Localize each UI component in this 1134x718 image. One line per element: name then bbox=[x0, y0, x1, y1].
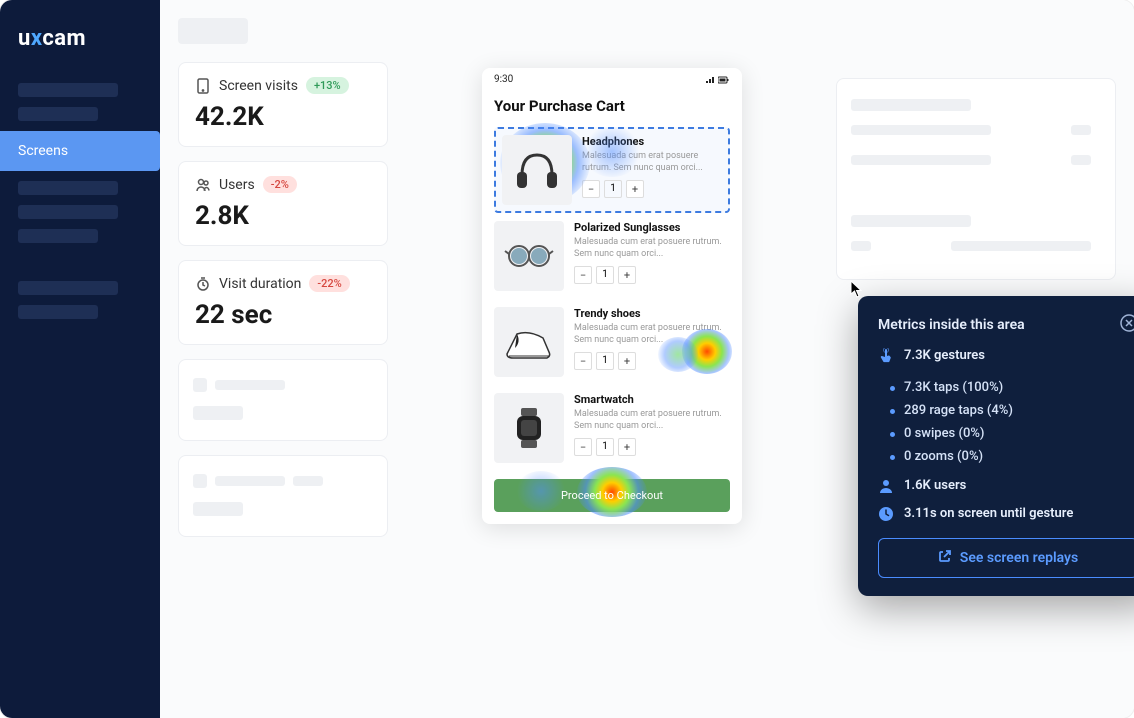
qty-value: 1 bbox=[604, 180, 622, 198]
qty-plus-button[interactable]: + bbox=[618, 352, 636, 370]
delta-badge: +13% bbox=[306, 77, 349, 94]
product-name: Polarized Sunglasses bbox=[574, 221, 730, 234]
skeleton-panel bbox=[836, 78, 1116, 280]
product-image bbox=[494, 393, 564, 463]
nav-skeleton bbox=[18, 205, 118, 219]
metric-value: 42.2K bbox=[195, 102, 371, 132]
product-name: Headphones bbox=[582, 135, 722, 148]
phone-status-icons bbox=[706, 76, 730, 84]
main-content: Screen visits +13% 42.2K Users -2% 2.8K bbox=[160, 0, 1134, 718]
nav-skeleton bbox=[18, 229, 98, 243]
metrics-tooltip: Metrics inside this area 7.3K gestures 7… bbox=[858, 296, 1134, 596]
delta-badge: -2% bbox=[263, 176, 297, 193]
metric-card-users[interactable]: Users -2% 2.8K bbox=[178, 161, 388, 246]
product-desc: Malesuada cum erat posuere rutrum. Sem n… bbox=[574, 409, 730, 432]
nav-skeleton bbox=[18, 107, 98, 121]
list-item: 0 zooms (0%) bbox=[904, 445, 1134, 468]
product-desc: Malesuada cum erat posuere rutrum. Sem n… bbox=[574, 323, 730, 346]
nav-skeleton bbox=[18, 305, 98, 319]
product-desc: Malesuada cum erat posuere rutrum. Sem n… bbox=[574, 237, 730, 260]
product-row[interactable]: Trendy shoes Malesuada cum erat posuere … bbox=[494, 299, 730, 385]
metric-card-visits[interactable]: Screen visits +13% 42.2K bbox=[178, 62, 388, 147]
metric-label: Users bbox=[219, 177, 255, 193]
qty-minus-button[interactable]: − bbox=[574, 266, 592, 284]
metrics-column: Screen visits +13% 42.2K Users -2% 2.8K bbox=[178, 18, 388, 700]
sidebar-item-screens[interactable]: Screens bbox=[0, 131, 160, 171]
nav-skeleton bbox=[18, 181, 118, 195]
stopwatch-icon bbox=[195, 276, 211, 292]
clock-icon bbox=[878, 506, 894, 526]
page-title-skeleton bbox=[178, 18, 248, 44]
qty-minus-button[interactable]: − bbox=[582, 180, 600, 198]
delta-badge: -22% bbox=[309, 275, 349, 292]
cursor-icon bbox=[850, 280, 864, 298]
metric-value: 22 sec bbox=[195, 300, 371, 330]
qty-plus-button[interactable]: + bbox=[618, 438, 636, 456]
qty-minus-button[interactable]: − bbox=[574, 352, 592, 370]
external-link-icon bbox=[938, 549, 952, 567]
list-item: 289 rage taps (4%) bbox=[904, 399, 1134, 422]
see-replays-button[interactable]: See screen replays bbox=[878, 538, 1134, 578]
checkout-button[interactable]: Proceed to Checkout bbox=[494, 479, 730, 512]
product-name: Trendy shoes bbox=[574, 307, 730, 320]
qty-plus-button[interactable]: + bbox=[618, 266, 636, 284]
metric-value: 2.8K bbox=[195, 201, 371, 231]
users-value: 1.6K users bbox=[904, 478, 966, 493]
qty-value: 1 bbox=[596, 438, 614, 456]
heatmap-blob bbox=[516, 471, 566, 511]
product-row[interactable]: Polarized Sunglasses Malesuada cum erat … bbox=[494, 213, 730, 299]
product-image bbox=[502, 135, 572, 205]
nav-skeleton bbox=[18, 83, 118, 97]
close-icon[interactable] bbox=[1120, 314, 1134, 336]
tooltip-title: Metrics inside this area bbox=[878, 317, 1025, 333]
skeleton-card bbox=[178, 455, 388, 537]
screen-icon bbox=[195, 78, 211, 94]
phone-mockup: 9:30 Your Purchase Cart bbox=[482, 68, 742, 524]
product-row-selected[interactable]: Headphones Malesuada cum erat posuere ru… bbox=[494, 127, 730, 213]
phone-time: 9:30 bbox=[494, 74, 513, 85]
list-item: 7.3K taps (100%) bbox=[904, 376, 1134, 399]
gestures-value: 7.3K gestures bbox=[904, 348, 985, 363]
sidebar: uxcam Screens bbox=[0, 0, 160, 718]
product-image bbox=[494, 221, 564, 291]
qty-value: 1 bbox=[596, 266, 614, 284]
app-root: uxcam Screens Screen visits +13% bbox=[0, 0, 1134, 718]
product-image bbox=[494, 307, 564, 377]
phone-screen-title: Your Purchase Cart bbox=[494, 97, 730, 115]
qty-value: 1 bbox=[596, 352, 614, 370]
brand-logo: uxcam bbox=[0, 18, 160, 73]
gesture-breakdown: 7.3K taps (100%) 289 rage taps (4%) 0 sw… bbox=[878, 376, 1134, 468]
users-icon bbox=[195, 177, 211, 193]
tap-icon bbox=[878, 348, 894, 368]
qty-minus-button[interactable]: − bbox=[574, 438, 592, 456]
user-icon bbox=[878, 478, 894, 498]
metric-card-duration[interactable]: Visit duration -22% 22 sec bbox=[178, 260, 388, 345]
metric-label: Visit duration bbox=[219, 276, 301, 292]
phone-status-bar: 9:30 bbox=[482, 68, 742, 91]
metric-label: Screen visits bbox=[219, 78, 298, 94]
skeleton-card bbox=[178, 359, 388, 441]
product-name: Smartwatch bbox=[574, 393, 730, 406]
nav-skeleton bbox=[18, 281, 118, 295]
qty-plus-button[interactable]: + bbox=[626, 180, 644, 198]
list-item: 0 swipes (0%) bbox=[904, 422, 1134, 445]
time-value: 3.11s on screen until gesture bbox=[904, 506, 1073, 521]
phone-column: 9:30 Your Purchase Cart bbox=[406, 18, 818, 700]
product-row[interactable]: Smartwatch Malesuada cum erat posuere ru… bbox=[494, 385, 730, 471]
product-desc: Malesuada cum erat posuere rutrum. Sem n… bbox=[582, 151, 722, 174]
